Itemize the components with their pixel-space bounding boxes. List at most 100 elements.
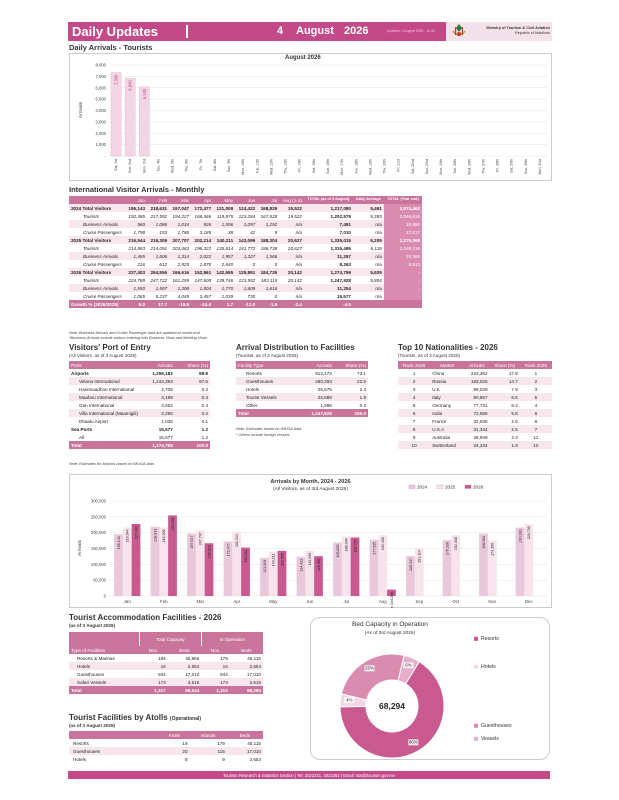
facilities-note: Note: Estimates based on IMUGA data xyxy=(236,427,302,431)
table-cell: 0.2 xyxy=(201,386,208,392)
table-cell: 2,708 xyxy=(161,386,173,392)
x-tick-label: Sun, 23rd xyxy=(425,159,429,174)
bar-value-label: 152,861 xyxy=(244,550,248,563)
x-tick-label: Wed, 5th xyxy=(171,159,175,173)
table-cell: 203,463 xyxy=(172,245,190,251)
table-cell: 147,600 xyxy=(194,277,212,283)
table-cell: 224,788 xyxy=(128,277,146,283)
table-cell: 1,327 xyxy=(235,252,258,260)
table-cell: U.S.A xyxy=(430,425,465,433)
bar-2026 xyxy=(350,537,360,596)
table-cell: 140,211 xyxy=(213,236,236,244)
table-cell: 1.2 xyxy=(201,426,208,432)
x-tick-label: Tue, 18th xyxy=(354,159,358,174)
x-tick-label: Sat, 8th xyxy=(213,159,217,171)
table-cell: 45,865 xyxy=(185,655,200,661)
table-cell: 8 xyxy=(398,425,431,433)
table-cell: 197,047 xyxy=(169,204,192,212)
table-cell: 29,675 xyxy=(317,386,332,392)
x-tick-label: Dec xyxy=(525,599,534,604)
table-cell: 20,369 xyxy=(383,252,422,260)
bar-2024 xyxy=(333,542,342,596)
table-cell: 11,254 xyxy=(303,284,353,292)
table-cell: 1,566 xyxy=(257,252,280,260)
table-cell: 5.0 xyxy=(125,300,148,308)
table-row: Villa International (Maamigili) 2,295 0.2 xyxy=(69,409,210,417)
bar-value-label: 166,616 xyxy=(208,545,212,558)
y-tick-label: 200,000 xyxy=(91,530,107,535)
table-cell: 1,096 xyxy=(213,220,236,228)
atolls-title: Tourist Facilities by Atolls (Operationa… xyxy=(69,713,201,722)
nationalities-subtitle: (Tourists, as of 3 August 2026) xyxy=(398,353,461,358)
table-cell: Total xyxy=(69,441,140,449)
table-cell: 1,606 xyxy=(147,252,170,260)
x-tick-label: May xyxy=(269,599,278,604)
table-cell: 1,609 xyxy=(235,284,258,292)
daily-arrivals-title: Daily Arrivals - Tourists xyxy=(69,43,153,52)
x-tick-label: Fri, 21st xyxy=(397,159,401,172)
x-tick-label: Wed, 26th xyxy=(467,159,471,175)
table-cell: Gan International xyxy=(79,402,115,408)
table-cell: 141,772 xyxy=(238,245,256,251)
table-cell: 139,746 xyxy=(216,277,234,283)
legend-swatch xyxy=(408,484,416,489)
table-cell: 2024 Total Visitors xyxy=(69,204,125,212)
donut-slice-label: 5% xyxy=(405,662,412,667)
bar-value-label: 184,735 xyxy=(354,540,358,553)
table-cell: Growth % (2026/2025) xyxy=(69,300,125,308)
table-cell: 0.3 xyxy=(174,393,210,401)
table-cell: 143,099 xyxy=(235,236,258,244)
table-cell: 14.7 xyxy=(489,377,520,385)
table-row: Resorts 19 179 45,115 xyxy=(69,739,263,747)
daily-bar-label: 6,846 xyxy=(128,79,133,90)
table-cell: 16 xyxy=(139,662,168,670)
table-cell: 2,925 xyxy=(177,261,190,267)
table-row: Hotels 8 9 2,654 xyxy=(69,755,263,763)
accommodation-table: Total Capacity In Operation Type of Facil… xyxy=(69,632,263,694)
table-cell: 19 xyxy=(182,740,188,746)
col-header: Arrivals xyxy=(139,361,175,369)
table-cell: 183,026 xyxy=(464,377,490,385)
ministry-name: Ministry of Tourism & Civil Aviation xyxy=(486,26,550,30)
col-header: May xyxy=(213,196,236,204)
donut-slice-label: 66% xyxy=(409,739,418,744)
table-cell: 24,234 xyxy=(464,441,490,449)
table-cell: 1,312 xyxy=(201,686,230,694)
y-tick-label: 250,000 xyxy=(91,514,107,519)
table-cell: - xyxy=(383,292,422,300)
table-cell: 0.1 xyxy=(201,418,208,424)
table-cell: Germany xyxy=(432,402,452,408)
col-header: Aug (1-3) xyxy=(279,196,304,204)
table-cell: 17,010 xyxy=(185,671,200,677)
table-cell: Tourist Vessels xyxy=(236,393,300,401)
table-cell: 1,957 xyxy=(213,252,236,260)
x-tick-label: Sat, 1st xyxy=(114,159,118,171)
table-cell: 1,247,928 xyxy=(300,409,334,417)
x-tick-label: Thu, 20th xyxy=(383,159,387,174)
table-cell: 960 xyxy=(125,220,148,228)
table-cell: 2,640 xyxy=(221,261,234,267)
bar-2024 xyxy=(260,557,269,596)
footer-text: Tourism Research & Statistics Section | … xyxy=(223,772,395,778)
table-cell: 0 xyxy=(274,293,278,299)
table-cell: -12.0 xyxy=(235,300,258,308)
table-cell: 1,065 xyxy=(133,293,146,299)
table-cell: 1,870 xyxy=(199,261,212,267)
table-cell: 100.0 xyxy=(174,441,210,449)
table-cell: n/a xyxy=(352,252,384,260)
monthly-table: Jan Feb Mar Apr May Jun Jul Aug (1-3) TOTAL (as … xyxy=(69,196,422,308)
table-cell: 1.9 xyxy=(489,441,520,449)
table-row: 6 India 72,558 5.8 6 xyxy=(398,409,552,417)
table-cell: 124,422 xyxy=(235,204,258,212)
table-cell: -2.4 xyxy=(279,300,304,308)
table-cell: 8,613 xyxy=(383,260,422,268)
col-header: Islands xyxy=(189,731,227,739)
bar-value-label: 227,403 xyxy=(135,526,139,539)
table-cell: 2,654 xyxy=(167,662,202,670)
table-cell: 1,998 xyxy=(320,402,332,408)
bar-value-label: 168,829 xyxy=(336,545,340,558)
bar-2024 xyxy=(150,526,160,596)
table-cell: China xyxy=(432,370,445,376)
col-header: TOTAL (as of 3 August) xyxy=(303,196,353,204)
table-cell: 1,465 xyxy=(125,252,148,260)
